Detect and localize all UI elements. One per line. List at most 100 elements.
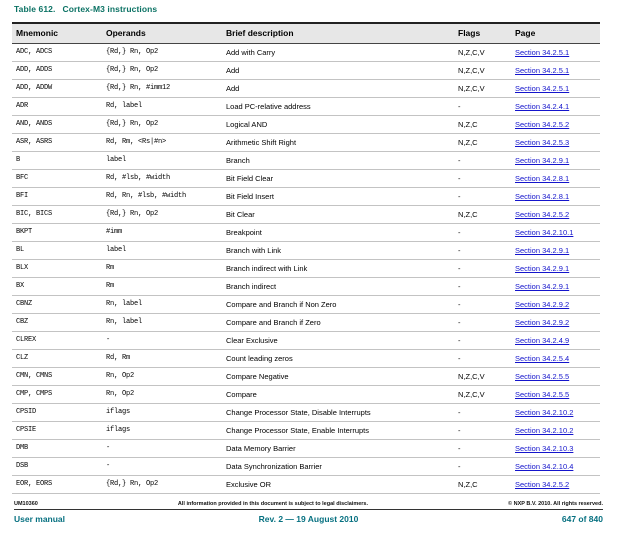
description-cell: Bit Field Insert — [226, 191, 274, 201]
page-cell: Section 34.2.5.5 — [511, 385, 600, 403]
column-header-flags: Flags — [458, 28, 481, 39]
description-cell: Branch indirect — [226, 281, 277, 291]
description-cell: Logical AND — [226, 119, 268, 129]
table-row: EOR, EORS {Rd,} Rn, Op2 Exclusive OR N,Z,C S… — [12, 475, 600, 493]
operands-cell: {Rd,} Rn, Op2 — [106, 210, 159, 218]
section-link[interactable]: Section 34.2.5.2 — [515, 479, 570, 489]
description-cell: Add with Carry — [226, 47, 276, 57]
page-cell: Section 34.2.9.1 — [511, 151, 600, 169]
flags-cell: N,Z,C — [458, 119, 478, 129]
section-link[interactable]: Section 34.2.9.1 — [515, 155, 570, 165]
mnemonic-cell: BL — [16, 246, 25, 254]
document-id: UM10360 — [14, 501, 38, 507]
operands-cell: Rd, #lsb, #width — [106, 174, 171, 182]
section-link[interactable]: Section 34.2.10.3 — [515, 443, 574, 453]
table-row: DSB - Data Synchronization Barrier - Section… — [12, 457, 600, 475]
description-cell: Compare and Branch if Non Zero — [226, 299, 337, 309]
description-cell: Data Memory Barrier — [226, 443, 296, 453]
page-cell: Section 34.2.9.1 — [511, 277, 600, 295]
operands-cell: iflags — [106, 408, 131, 416]
legal-disclaimer: All information provided in this documen… — [177, 501, 368, 507]
description-cell: Compare — [226, 389, 257, 399]
section-link[interactable]: Section 34.2.4.1 — [515, 101, 570, 111]
table-row: BLX Rm Branch indirect with Link - Section 3… — [12, 259, 600, 277]
section-link[interactable]: Section 34.2.5.2 — [515, 119, 570, 129]
page-cell: Section 34.2.9.2 — [511, 295, 600, 313]
table-row: BFC Rd, #lsb, #width Bit Field Clear - Secti… — [12, 169, 600, 187]
table-row: CMP, CMPS Rn, Op2 Compare N,Z,C,V Section 34… — [12, 385, 600, 403]
section-link[interactable]: Section 34.2.8.1 — [515, 173, 570, 183]
operands-cell: Rn, label — [106, 300, 143, 308]
section-link[interactable]: Section 34.2.9.2 — [515, 299, 570, 309]
page-cell: Section 34.2.4.9 — [511, 331, 600, 349]
section-link[interactable]: Section 34.2.5.4 — [515, 353, 570, 363]
section-link[interactable]: Section 34.2.8.1 — [515, 191, 570, 201]
operands-cell: {Rd,} Rn, Op2 — [106, 66, 159, 74]
mnemonic-cell: BLX — [16, 264, 29, 272]
page-cell: Section 34.2.5.2 — [511, 115, 600, 133]
section-link[interactable]: Section 34.2.5.1 — [515, 83, 570, 93]
operands-cell: #imm — [106, 228, 123, 236]
description-cell: Count leading zeros — [226, 353, 293, 363]
page-cell: Section 34.2.9.2 — [511, 313, 600, 331]
flags-cell: N,Z,C,V — [458, 389, 485, 399]
table-row: BL label Branch with Link - Section 34.2.9.1 — [12, 241, 600, 259]
page-number: 647 of 840 — [561, 514, 603, 524]
footer-info-row: User manual Rev. 2 — 19 August 2010 647 … — [14, 514, 603, 524]
flags-cell: N,Z,C — [458, 209, 478, 219]
section-link[interactable]: Section 34.2.5.1 — [515, 47, 570, 57]
description-cell: Compare and Branch if Zero — [226, 317, 321, 327]
flags-cell: - — [458, 461, 461, 471]
section-link[interactable]: Section 34.2.9.1 — [515, 245, 570, 255]
flags-cell: - — [458, 155, 461, 165]
table-row: CBZ Rn, label Compare and Branch if Zero - S… — [12, 313, 600, 331]
operands-cell: Rn, label — [106, 318, 143, 326]
operands-cell: - — [106, 444, 111, 452]
page-cell: Section 34.2.5.5 — [511, 367, 600, 385]
section-link[interactable]: Section 34.2.10.2 — [515, 425, 574, 435]
page-cell: Section 34.2.9.1 — [511, 241, 600, 259]
flags-cell: N,Z,C,V — [458, 83, 485, 93]
section-link[interactable]: Section 34.2.9.1 — [515, 281, 570, 291]
mnemonic-cell: DSB — [16, 462, 29, 470]
page-cell: Section 34.2.5.3 — [511, 133, 600, 151]
flags-cell: - — [458, 425, 461, 435]
section-link[interactable]: Section 34.2.5.1 — [515, 65, 570, 75]
mnemonic-cell: CBNZ — [16, 300, 33, 308]
table-row: ADR Rd, label Load PC-relative address - Sec… — [12, 97, 600, 115]
section-link[interactable]: Section 34.2.5.2 — [515, 209, 570, 219]
operands-cell: Rd, Rm — [106, 354, 131, 362]
description-cell: Change Processor State, Enable Interrupt… — [226, 425, 369, 435]
table-title: Table 612. Cortex-M3 instructions — [14, 4, 157, 14]
description-cell: Bit Clear — [226, 209, 255, 219]
section-link[interactable]: Section 34.2.5.5 — [515, 389, 570, 399]
description-cell: Change Processor State, Disable Interrup… — [226, 407, 371, 417]
section-link[interactable]: Section 34.2.10.1 — [515, 227, 574, 237]
page-cell: Section 34.2.10.2 — [511, 403, 600, 421]
section-link[interactable]: Section 34.2.4.9 — [515, 335, 570, 345]
mnemonic-cell: CPSIE — [16, 426, 37, 434]
flags-cell: N,Z,C,V — [458, 65, 485, 75]
operands-cell: label — [106, 246, 127, 254]
flags-cell: - — [458, 173, 461, 183]
description-cell: Bit Field Clear — [226, 173, 274, 183]
section-link[interactable]: Section 34.2.5.3 — [515, 137, 570, 147]
page-cell: Section 34.2.5.1 — [511, 79, 600, 97]
column-header-page: Page — [515, 28, 536, 39]
section-link[interactable]: Section 34.2.9.1 — [515, 263, 570, 273]
section-link[interactable]: Section 34.2.10.4 — [515, 461, 574, 471]
flags-cell: N,Z,C — [458, 137, 478, 147]
description-cell: Arithmetic Shift Right — [226, 137, 297, 147]
operands-cell: label — [106, 156, 127, 164]
section-link[interactable]: Section 34.2.10.2 — [515, 407, 574, 417]
flags-cell: - — [458, 191, 461, 201]
description-cell: Branch indirect with Link — [226, 263, 308, 273]
copyright-notice: © NXP B.V. 2010. All rights reserved. — [508, 501, 603, 507]
section-link[interactable]: Section 34.2.5.5 — [515, 371, 570, 381]
section-link[interactable]: Section 34.2.9.2 — [515, 317, 570, 327]
mnemonic-cell: CLZ — [16, 354, 29, 362]
mnemonic-cell: CPSID — [16, 408, 37, 416]
table-name-label: Cortex-M3 instructions — [62, 4, 158, 14]
operands-cell: - — [106, 462, 111, 470]
